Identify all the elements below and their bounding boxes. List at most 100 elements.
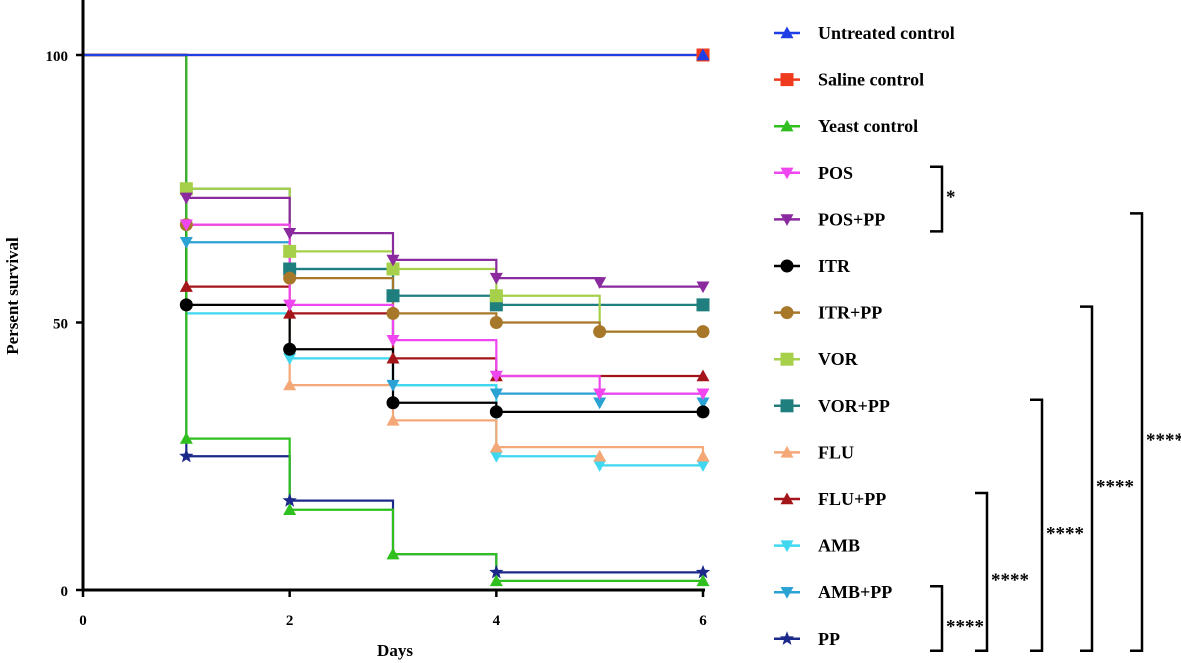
data-point-pos-pluspp-1	[283, 227, 297, 240]
legend-marker-amb-pluspp	[780, 587, 794, 599]
legend-label-vor: VOR	[818, 349, 859, 369]
significance-bracket-5	[1130, 212, 1144, 653]
data-point-amb-pluspp-0	[179, 237, 193, 249]
data-point-flu-pluspp-1	[283, 306, 297, 319]
data-point-yeast-control-0	[179, 432, 193, 444]
data-point-vor-pluspp-1	[386, 289, 400, 303]
y-tick-label-100: 100	[46, 49, 69, 65]
legend-label-itr: ITR	[818, 256, 851, 276]
legend-marker-untreated-control	[780, 26, 794, 39]
x-axis-title: Days	[377, 641, 413, 660]
data-point-vor-1	[283, 244, 297, 258]
significance-bracket-0	[930, 165, 944, 233]
series-line-pos-pluspp	[83, 53, 703, 288]
legend-label-saline-control: Saline control	[818, 70, 924, 90]
legend-label-yeast-control: Yeast control	[818, 116, 918, 136]
legend-marker-pos	[780, 167, 794, 180]
significance-bracket-1	[930, 584, 944, 653]
data-point-amb-pluspp-3	[593, 397, 607, 410]
series-markers	[179, 48, 711, 587]
data-point-vor-pluspp-3	[696, 298, 710, 312]
legend-label-flu-pluspp: FLU+PP	[818, 489, 886, 509]
data-point-itr-pluspp-4	[593, 325, 607, 339]
data-point-itr-4	[696, 405, 710, 419]
data-point-itr-2	[386, 396, 400, 410]
data-point-amb-pluspp-2	[489, 388, 503, 401]
x-tick-label-0: 0	[79, 613, 87, 629]
data-point-itr-3	[489, 405, 503, 419]
significance-label-0: *	[946, 187, 956, 208]
legend-marker-pos-pluspp	[780, 214, 794, 226]
data-point-pos-3	[489, 370, 503, 383]
legend-marker-pp	[779, 631, 795, 645]
data-point-pos-pluspp-4	[593, 277, 607, 289]
significance-bracket-2	[975, 491, 989, 653]
data-point-vor-pluspp-0	[283, 262, 297, 276]
legend-label-amb-pluspp: AMB+PP	[818, 582, 892, 602]
legend-marker-amb	[780, 540, 794, 553]
x-tick-label-6: 6	[699, 613, 707, 629]
data-point-pp-1	[282, 493, 297, 507]
data-point-vor-3	[489, 289, 503, 303]
significance-bracket-4	[1080, 305, 1094, 653]
legend-label-flu: FLU	[818, 442, 854, 462]
data-point-flu-pluspp-2	[386, 351, 400, 364]
data-point-amb-pluspp-4	[696, 397, 710, 410]
data-point-itr-1	[283, 342, 297, 356]
data-point-pos-pluspp-3	[489, 272, 503, 285]
data-point-yeast-control-2	[386, 547, 400, 560]
data-point-yeast-control-4	[696, 574, 710, 587]
data-point-vor-0	[179, 182, 193, 196]
data-point-itr-0	[179, 298, 193, 312]
data-point-pp-3	[695, 564, 711, 579]
data-point-pos-2	[386, 334, 400, 347]
significance-label-2: ****	[991, 570, 1029, 591]
data-point-pos-pluspp-0	[179, 192, 193, 205]
legend-marker-vor-pluspp	[780, 399, 794, 413]
data-point-itr-pluspp-5	[696, 325, 710, 339]
data-point-amb-pluspp-1	[386, 379, 400, 392]
data-point-itr-pluspp-1	[283, 271, 297, 285]
significance-label-1: ****	[946, 617, 984, 638]
data-point-flu-2	[489, 440, 503, 453]
legend-label-untreated-control: Untreated control	[818, 23, 955, 43]
data-point-pos-pluspp-5	[696, 281, 710, 294]
data-point-pos-5	[696, 388, 710, 401]
data-point-flu-0	[283, 378, 297, 391]
legend-marker-itr-pluspp	[780, 306, 794, 320]
data-point-flu-pluspp-4	[696, 369, 710, 382]
data-point-flu-4	[696, 449, 710, 462]
data-point-pos-0	[179, 219, 193, 232]
legend-marker-flu	[780, 445, 794, 458]
y-tick-label-50: 50	[53, 317, 68, 333]
data-point-flu-pluspp-0	[179, 280, 193, 292]
data-point-itr-pluspp-3	[489, 316, 503, 329]
data-point-pp-2	[489, 564, 504, 579]
legend-label-vor-pluspp: VOR+PP	[818, 396, 890, 416]
legend-label-pos: POS	[818, 163, 853, 183]
legend-label-amb: AMB	[818, 536, 860, 556]
data-point-amb-1	[489, 451, 503, 463]
data-point-pp-0	[179, 448, 194, 463]
data-point-flu-1	[386, 413, 400, 426]
data-point-itr-pluspp-2	[386, 306, 400, 320]
data-point-yeast-control-1	[283, 503, 297, 515]
significance-label-4: ****	[1096, 477, 1134, 498]
legend-label-pos-pluspp: POS+PP	[818, 209, 885, 229]
axes	[81, 0, 705, 592]
legend-marker-vor	[780, 352, 794, 366]
legend-marker-flu-pluspp	[780, 492, 794, 505]
y-axis-title: Persent survival	[3, 237, 22, 355]
data-point-untreated-control-0	[696, 48, 710, 61]
data-point-amb-2	[593, 460, 607, 472]
data-point-vor-2	[386, 262, 400, 276]
x-tick-label-4: 4	[493, 613, 501, 629]
data-point-amb-0	[283, 353, 297, 365]
data-point-yeast-control-3	[489, 574, 503, 587]
data-point-pos-pluspp-2	[386, 254, 400, 267]
axis-ticks: 0 2 4 6 0 50 100	[46, 49, 708, 629]
x-tick-label-2: 2	[286, 613, 294, 629]
data-point-amb-3	[696, 460, 710, 472]
y-tick-label-0: 0	[61, 584, 69, 600]
